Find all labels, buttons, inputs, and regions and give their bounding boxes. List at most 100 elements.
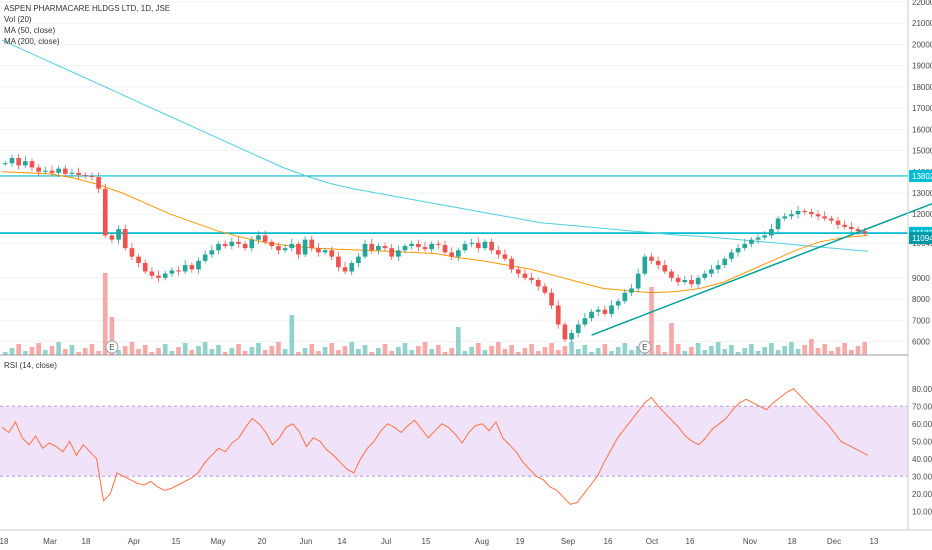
candle[interactable] [109,232,115,244]
candle[interactable] [42,166,48,175]
candle[interactable] [809,208,814,218]
candle[interactable] [376,243,381,255]
candle[interactable] [16,153,21,170]
candle[interactable] [262,230,268,245]
candle[interactable] [276,242,281,255]
candle[interactable] [129,243,135,261]
candle[interactable] [89,172,95,181]
candle[interactable] [749,237,754,248]
candle[interactable] [249,236,255,252]
candle[interactable] [822,211,828,221]
candle[interactable] [82,172,88,179]
candle[interactable] [489,238,494,254]
candle[interactable] [849,221,854,233]
legend-vol[interactable]: Vol (20) [4,15,32,24]
candle[interactable] [702,270,708,281]
candle[interactable] [296,241,301,259]
candle[interactable] [835,217,841,230]
candle[interactable] [242,241,248,251]
candle[interactable] [76,167,81,180]
candle[interactable] [622,289,628,304]
candle[interactable] [582,313,588,328]
candle[interactable] [382,242,388,251]
candle[interactable] [156,270,161,283]
candle[interactable] [842,220,848,230]
candle[interactable] [475,237,481,253]
candle[interactable] [416,239,421,252]
candle[interactable] [396,245,401,261]
candle[interactable] [595,306,601,317]
candle[interactable] [389,243,395,261]
candle[interactable] [815,209,821,221]
candle[interactable] [795,205,801,219]
candle[interactable] [182,260,188,275]
candle[interactable] [236,236,241,249]
candle[interactable] [462,240,468,253]
candle[interactable] [36,164,41,176]
candle[interactable] [562,321,568,342]
candle[interactable] [29,158,35,171]
candle[interactable] [102,183,108,238]
candle[interactable] [762,231,768,241]
ma50-line[interactable] [1,171,869,294]
candle[interactable] [509,256,514,273]
candle[interactable] [695,275,701,289]
candle[interactable] [635,268,641,293]
candle[interactable] [542,282,548,296]
candle[interactable] [589,309,594,322]
candle[interactable] [522,269,528,281]
candle[interactable] [136,254,141,268]
candle[interactable] [482,239,488,251]
candle[interactable] [642,254,648,277]
candle[interactable] [469,238,474,248]
candle[interactable] [682,275,688,285]
candle[interactable] [742,238,748,251]
candle[interactable] [22,156,28,168]
candle[interactable] [442,240,448,255]
rsi-title[interactable]: RSI (14, close) [4,361,57,370]
candle[interactable] [409,240,415,250]
candle[interactable] [735,243,741,257]
candle[interactable] [216,241,221,255]
rsi-pane[interactable] [0,388,908,505]
candle[interactable] [769,223,774,239]
legend-ma200[interactable]: MA (200, close) [4,37,60,46]
candle[interactable] [316,243,321,257]
legend-ma50[interactable]: MA (50, close) [4,26,55,35]
candle[interactable] [289,238,295,252]
candle[interactable] [515,265,521,278]
candle[interactable] [535,277,541,291]
candle[interactable] [662,260,668,275]
candle[interactable] [342,262,348,275]
candle[interactable] [729,248,734,263]
candle[interactable] [142,259,148,275]
candle[interactable] [829,215,834,224]
earnings-event-marker[interactable]: E [638,340,652,354]
candle[interactable] [402,243,408,253]
candle[interactable] [69,168,75,178]
candle[interactable] [62,165,68,177]
candle[interactable] [222,240,228,249]
candle[interactable] [429,241,435,253]
candle[interactable] [9,154,15,167]
candle[interactable] [356,253,361,268]
candle[interactable] [322,247,328,255]
candle[interactable] [675,274,681,287]
candle[interactable] [722,256,728,268]
candle[interactable] [689,274,694,288]
candle[interactable] [789,209,794,220]
candle[interactable] [329,246,335,261]
candle[interactable] [569,329,574,343]
candle[interactable] [122,224,128,251]
candle[interactable] [116,225,121,244]
candle[interactable] [615,298,621,310]
candle[interactable] [649,253,654,265]
candle[interactable] [449,247,454,261]
candle[interactable] [56,166,61,178]
ma200-line[interactable] [1,39,869,252]
candle[interactable] [302,236,308,258]
candle[interactable] [2,160,8,166]
candle[interactable] [529,272,534,284]
candle[interactable] [602,305,608,317]
